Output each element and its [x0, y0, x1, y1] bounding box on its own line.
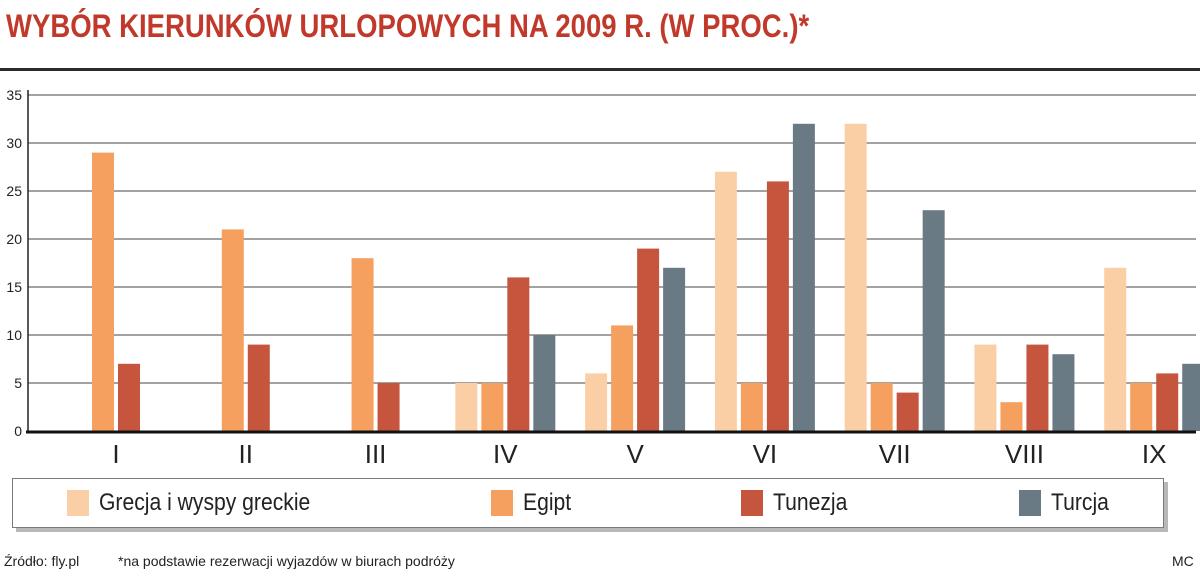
bar: [974, 344, 997, 431]
bar: [377, 383, 400, 431]
bar: [585, 373, 608, 431]
bar: [1052, 354, 1075, 431]
y-tick-label: 10: [6, 327, 22, 343]
y-tick-label: 30: [6, 135, 22, 151]
legend: Grecja i wyspy greckie Egipt Tunezja Tur…: [12, 478, 1164, 528]
bar: [792, 123, 815, 432]
x-tick-label: IX: [1142, 439, 1167, 469]
legend-item-grecja: Grecja i wyspy greckie: [67, 489, 339, 517]
bar: [637, 248, 660, 431]
legend-swatch-grecja: [67, 490, 89, 516]
y-tick-label: 15: [6, 279, 22, 295]
bar: [221, 229, 244, 431]
bar: [351, 258, 374, 431]
x-tick-label: II: [239, 439, 253, 469]
legend-item-tunezja: Tunezja: [741, 489, 858, 517]
bar: [896, 392, 919, 431]
y-tick-label: 20: [6, 231, 22, 247]
bar: [922, 210, 945, 431]
bar: [870, 383, 893, 431]
x-tick-label: IV: [493, 439, 518, 469]
x-tick-label: III: [365, 439, 387, 469]
bar: [1182, 363, 1200, 431]
bar: [611, 325, 634, 431]
bar: [481, 383, 504, 431]
bar: [118, 363, 140, 431]
legend-item-egipt: Egipt: [491, 489, 578, 517]
bar: [714, 171, 737, 432]
y-tick-label: 25: [6, 183, 22, 199]
bar: [1130, 383, 1153, 431]
legend-label-grecja: Grecja i wyspy greckie: [99, 489, 311, 516]
title-rule: [0, 68, 1200, 71]
x-tick-label: VIII: [1005, 439, 1044, 469]
x-tick-label: V: [626, 439, 644, 469]
y-tick-label: 35: [6, 87, 22, 103]
chart-title: WYBÓR KIERUNKÓW URLOPOWYCH NA 2009 R. (W…: [6, 8, 810, 44]
footer-note: *na podstawie rezerwacji wyjazdów w biur…: [118, 553, 455, 569]
bar: [455, 383, 478, 431]
x-tick-label: VII: [879, 439, 911, 469]
bar: [766, 181, 789, 431]
legend-swatch-tunezja: [741, 490, 763, 516]
legend-item-turcja: Turcja: [1019, 489, 1117, 517]
legend-label-egipt: Egipt: [523, 489, 572, 516]
x-tick-label: I: [112, 439, 119, 469]
bar: [1000, 402, 1023, 431]
bar: [507, 277, 530, 431]
bar: [92, 152, 114, 431]
bar: [533, 335, 556, 431]
bar: [740, 383, 763, 431]
bar: [247, 344, 270, 431]
legend-label-turcja: Turcja: [1051, 489, 1109, 516]
legend-swatch-egipt: [491, 490, 513, 516]
y-tick-label: 5: [14, 375, 22, 391]
bar: [663, 267, 686, 431]
bar: [1156, 373, 1179, 431]
x-tick-label: VI: [753, 439, 778, 469]
bar: [844, 123, 867, 432]
footer-author: MC: [1172, 553, 1194, 569]
footer-source: Źródło: fly.pl: [4, 553, 80, 569]
legend-label-tunezja: Tunezja: [773, 489, 848, 516]
bar: [1026, 344, 1049, 431]
bar: [1104, 267, 1127, 431]
legend-swatch-turcja: [1019, 490, 1041, 516]
y-tick-label: 0: [14, 423, 22, 439]
